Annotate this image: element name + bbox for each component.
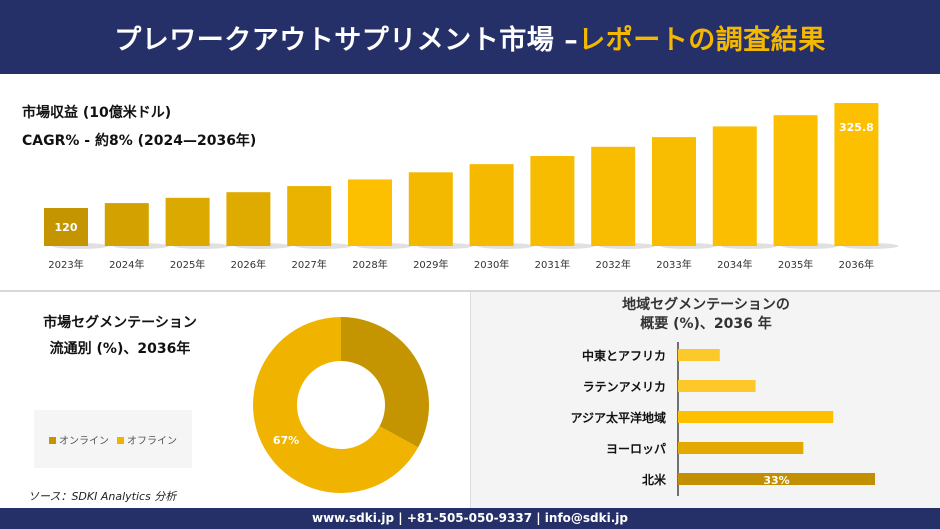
page-title: プレワークアウトサプリメント市場 –レポートの調査結果 — [114, 24, 826, 56]
bar-2030年 — [469, 164, 514, 246]
revenue-panel: 2023年 120 2024年 2025年 2026年 2027年 2028年 2029年 20… — [0, 74, 940, 290]
bar-2026年 — [226, 192, 271, 246]
region-title: 地域セグメンテーションの 概要 (%)、2036 年 — [622, 297, 790, 332]
y-tick-label: ラテンアメリカ — [583, 380, 666, 394]
bar-2029年 — [408, 172, 453, 246]
bar-2023年 — [44, 208, 88, 246]
bar-2025年 — [165, 197, 210, 246]
bar-2035年 — [773, 115, 818, 247]
x-tick-label: 2026年 — [231, 258, 266, 271]
bar-2027年 — [287, 186, 332, 246]
y-tick-label: 北米 — [642, 472, 667, 487]
x-tick-label: 2027年 — [291, 258, 326, 271]
bar-2036年 — [834, 103, 879, 247]
data-label: 67% — [273, 434, 299, 447]
bar-2031年 — [530, 155, 575, 246]
x-tick-label: 2025年 — [170, 258, 205, 271]
revenue-bar-chart: 2023年 120 2024年 2025年 2026年 2027年 2028年 2029年 20… — [44, 103, 899, 271]
x-tick-label: 2032年 — [595, 258, 630, 271]
legend-offline: オフライン — [117, 432, 177, 447]
data-label: 120 — [55, 221, 78, 234]
x-tick-label: 2033年 — [656, 258, 691, 271]
bar-2034年 — [712, 126, 757, 246]
donut-slice-オフライン — [252, 317, 419, 493]
bar-ヨーロッパ — [678, 442, 804, 454]
source-note: ソース：SDKI Analytics 分析 — [28, 490, 177, 503]
donut-slice-オンライン — [341, 317, 429, 448]
revenue-title: 市場収益 (10億米ドル) — [22, 105, 172, 121]
bar-2028年 — [348, 179, 392, 246]
x-tick-label: 2024年 — [109, 258, 144, 271]
donut-chart: 67% — [252, 317, 429, 493]
header: プレワークアウトサプリメント市場 –レポートの調査結果 — [0, 0, 940, 74]
bar-北米 — [678, 473, 875, 485]
bar-2033年 — [652, 137, 696, 246]
y-tick-label: ヨーロッパ — [606, 442, 666, 456]
y-tick-label: 中東とアフリカ — [582, 348, 666, 363]
divider — [0, 290, 940, 292]
segment-title: 市場セグメンテーション 流通別 (%)、2036年 — [43, 315, 197, 357]
region-panel: 中東とアフリカ ラテンアメリカアジア太平洋地域ヨーロッパ北米 33% 地域セグメンテ… — [470, 292, 940, 508]
legend-online: オンライン — [49, 432, 109, 447]
bar-アジア太平洋地域 — [678, 411, 834, 423]
data-label: 33% — [763, 474, 789, 487]
bar-2024年 — [104, 203, 149, 246]
x-tick-label: 2035年 — [778, 258, 813, 271]
footer-contact: www.sdki.jp | +81-505-050-9337 | info@sd… — [0, 508, 940, 529]
x-tick-label: 2036年 — [839, 258, 874, 271]
segment-panel: 市場セグメンテーション 流通別 (%)、2036年 オンライン オフライン 67%… — [0, 292, 470, 508]
bar-2032年 — [591, 146, 636, 246]
data-label: 325.8 — [839, 121, 874, 134]
bar-ラテンアメリカ — [678, 380, 756, 392]
cagr-label: CAGR% - 約8% (2024—2036年) — [22, 133, 257, 149]
bar-中東とアフリカ — [678, 349, 720, 361]
x-tick-label: 2029年 — [413, 258, 448, 271]
legend: オンライン オフライン — [34, 410, 192, 468]
y-tick-label: アジア太平洋地域 — [570, 410, 666, 425]
x-tick-label: 2028年 — [352, 258, 387, 271]
x-tick-label: 2023年 — [48, 258, 83, 271]
x-tick-label: 2031年 — [535, 258, 570, 271]
x-tick-label: 2034年 — [717, 258, 752, 271]
x-tick-label: 2030年 — [474, 258, 509, 271]
